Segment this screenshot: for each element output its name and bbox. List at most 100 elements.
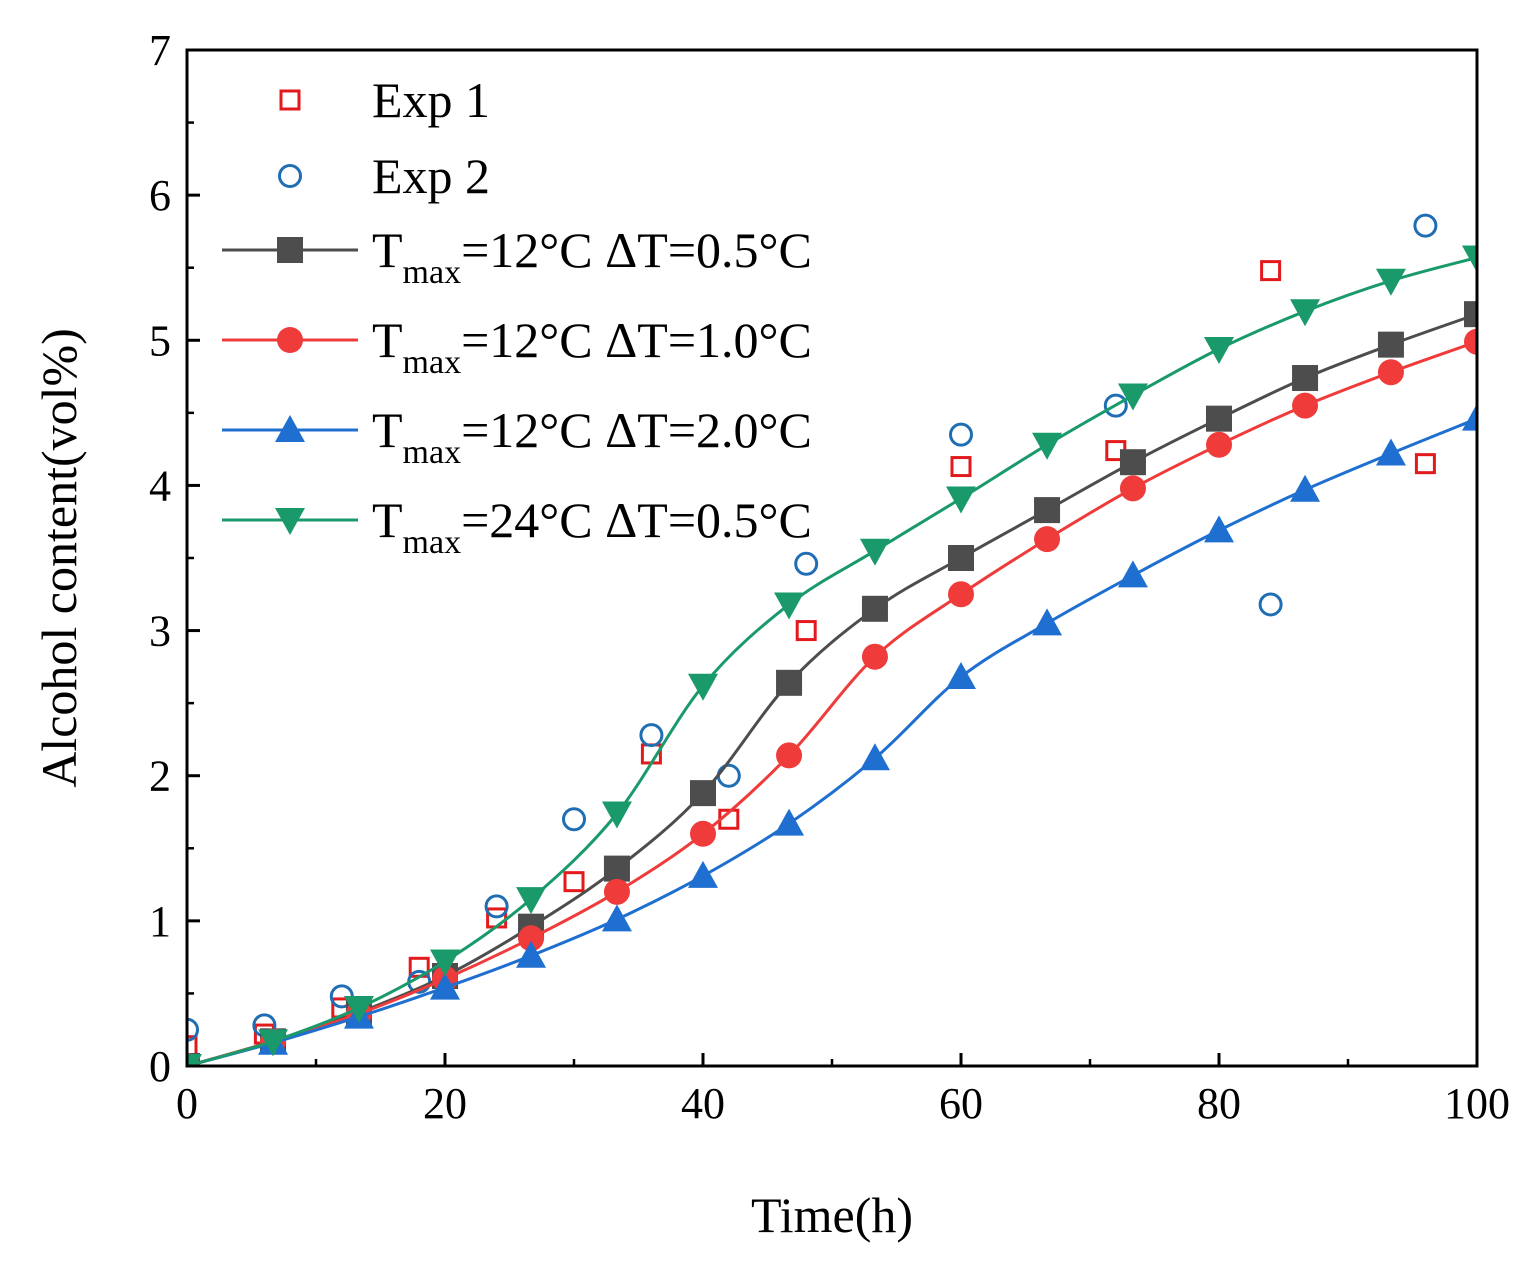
y-tick-label: 2 [149,752,171,801]
legend-label-rest: =12°C ΔT=2.0°C [461,402,812,458]
data-point-s5-4 [516,887,547,915]
data-point-s1-4 [484,894,509,919]
legend-label-main: T [372,222,403,278]
legend-marker-3 [277,327,303,353]
data-point-s1-6 [639,723,664,748]
data-point-s2-11 [1119,449,1146,476]
legend-marker-4 [275,415,305,442]
legend-marker-1 [278,164,302,188]
data-point-s4-12 [1204,515,1234,543]
data-point-s1-9 [949,422,973,447]
legend-label-main: T [372,492,403,548]
data-point-s1-12 [1413,213,1438,238]
legend-item-2: Tmax=12°C ΔT=0.5°C [222,222,812,291]
data-point-s5-3 [430,949,460,977]
y-tick-label: 4 [149,461,171,510]
data-point-s4-11 [1117,560,1148,588]
data-point-s4-3 [430,972,460,1000]
x-axis-title: Time(h) [751,1187,913,1243]
legend-item-0: Exp 1 [279,72,490,128]
data-point-s2-9 [948,545,974,571]
data-point-s2-13 [1292,365,1319,392]
data-point-s3-10 [1034,526,1061,553]
data-point-s5-5 [601,801,632,829]
x-tick-label: 20 [423,1079,467,1128]
data-point-s5-15 [1462,245,1477,273]
data-point-s2-14 [1377,331,1404,358]
data-point-s4-7 [774,808,805,836]
data-point-s4-15 [1462,403,1477,431]
data-point-s1-11 [1258,592,1283,617]
data-point-s2-6 [690,780,716,807]
legend-label-rest: =12°C ΔT=1.0°C [461,312,812,368]
data-point-s3-4 [518,925,545,952]
data-point-s5-11 [1117,383,1148,411]
data-point-s4-5 [601,904,632,932]
x-tick-label: 0 [176,1079,198,1128]
data-point-s1-10 [1103,393,1128,418]
data-point-s4-14 [1375,438,1406,466]
x-tick-label: 100 [1444,1079,1510,1128]
series-line-2 [187,312,1477,1066]
legend-item-5: Tmax=24°C ΔT=0.5°C [222,492,812,561]
data-point-s4-4 [516,940,547,968]
data-point-s4-6 [688,860,718,888]
y-tick-label: 1 [149,897,171,946]
y-tick-label: 0 [149,1042,171,1091]
data-point-s5-12 [1204,336,1234,364]
legend-label-1: Exp 2 [372,148,490,204]
series-5 [187,245,1477,1066]
x-tick-label: 60 [939,1079,983,1128]
data-point-s4-9 [946,662,976,690]
legend-item-3: Tmax=12°C ΔT=1.0°C [222,312,812,381]
data-point-s2-8 [861,595,888,622]
series-line-5 [187,256,1477,1066]
legend-marker-0 [279,89,301,111]
data-point-s0-8 [795,620,817,642]
legend-marker-5 [275,508,305,535]
data-point-s0-0 [187,1035,198,1057]
y-tick-label: 3 [149,607,171,656]
data-point-s5-0 [187,1054,202,1066]
legend-label-3: Tmax=12°C ΔT=1.0°C [372,312,812,381]
data-point-s5-1 [258,1029,289,1057]
data-point-s2-5 [603,855,630,882]
x-tick-label: 40 [681,1079,725,1128]
y-tick-label: 5 [149,316,171,365]
series-layer [187,213,1477,1066]
legend-label-sub: max [403,254,462,291]
data-point-s3-9 [948,581,974,608]
data-point-s3-7 [776,742,803,769]
axes-layer: 0 20 40 60 80 100 0 1 2 3 4 5 6 7 [149,26,1510,1128]
data-point-s5-9 [946,486,976,514]
legend-label-0: Exp 1 [372,72,490,128]
data-point-s3-12 [1206,431,1232,458]
data-point-s2-12 [1206,405,1232,432]
data-point-s5-6 [688,673,718,701]
data-point-s3-15 [1464,328,1477,355]
data-point-s1-0 [187,1017,199,1042]
series-line-4 [187,417,1477,1066]
data-point-s5-7 [774,592,805,620]
legend-marker-2 [277,237,303,263]
data-point-s5-8 [859,538,890,566]
y-tick-label: 6 [149,171,171,220]
series-1 [187,213,1438,1042]
legend-label-sub: max [403,344,462,381]
data-point-s2-7 [776,669,803,696]
data-point-s0-11 [1260,260,1282,282]
data-point-s0-9 [950,456,972,478]
y-tick-label: 7 [149,26,171,75]
legend-label-2: Tmax=12°C ΔT=0.5°C [372,222,812,291]
data-point-s2-15 [1464,301,1477,328]
data-point-s3-6 [690,820,716,847]
data-point-s3-13 [1292,392,1319,419]
data-point-s1-5 [562,807,586,832]
legend-label-5: Tmax=24°C ΔT=0.5°C [372,492,812,561]
data-point-s3-5 [603,878,630,905]
data-point-s3-14 [1377,359,1404,386]
data-point-s3-8 [861,643,888,670]
